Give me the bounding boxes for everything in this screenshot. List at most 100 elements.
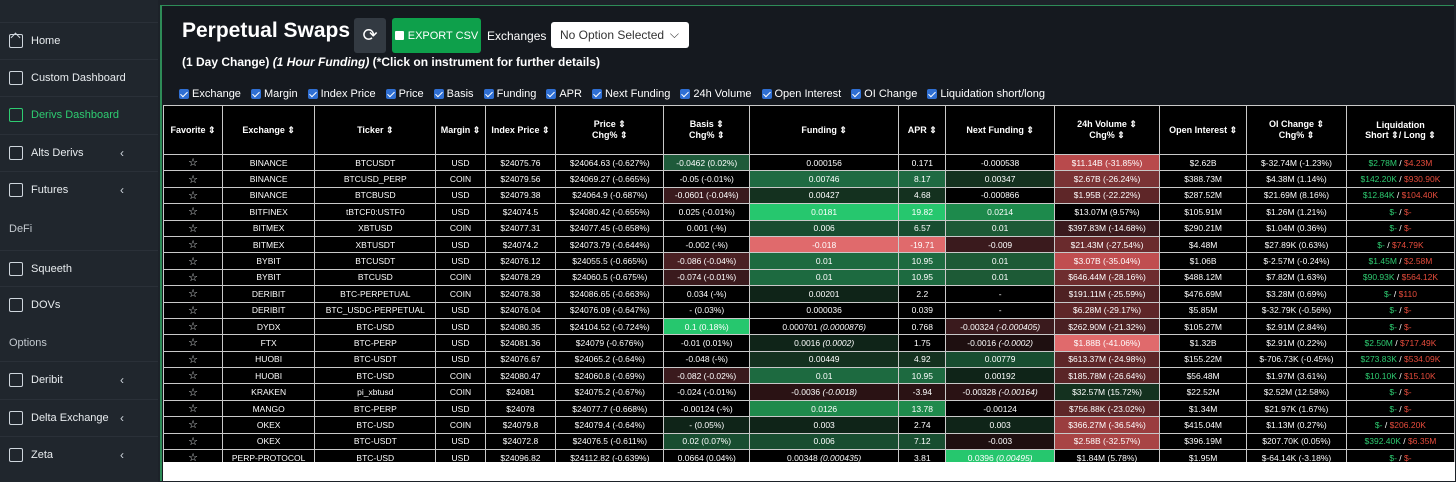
toggle-oi-change[interactable]: OI Change: [851, 88, 917, 100]
star-icon[interactable]: ☆: [188, 255, 198, 268]
favorite-cell[interactable]: ☆: [162, 268, 224, 287]
star-icon[interactable]: ☆: [188, 403, 198, 416]
table-row[interactable]: ☆ BITMEX XBTUSDT USD $24074.2 $24073.79 (-0.6…: [162, 235, 1456, 254]
table-row[interactable]: ☆ BINANCE BTCUSD_PERP COIN $24079.56 $24069.2…: [162, 170, 1456, 188]
table-row[interactable]: ☆ FTX BTC-PERP USD $24081.36 $24079 (-0.676%)…: [162, 334, 1456, 352]
star-icon[interactable]: ☆: [188, 271, 198, 284]
toggle-next-funding[interactable]: Next Funding: [591, 88, 670, 100]
checkbox[interactable]: [307, 89, 318, 99]
star-icon[interactable]: ☆: [188, 452, 198, 465]
favorite-cell[interactable]: ☆: [162, 334, 224, 352]
favorite-cell[interactable]: ☆: [162, 367, 224, 385]
star-icon[interactable]: ☆: [188, 321, 198, 334]
table-row[interactable]: ☆ HUOBI BTC-USDT USD $24076.67 $24065.2 (-0.6…: [162, 350, 1456, 369]
star-icon[interactable]: ☆: [188, 189, 198, 202]
ticker-cell[interactable]: XBTUSDT: [314, 235, 437, 254]
ticker-cell[interactable]: BTCUSDT: [314, 153, 437, 172]
ticker-cell[interactable]: BTC_USDC-PERPETUAL: [314, 301, 437, 319]
toggle-open-interest[interactable]: Open Interest: [761, 88, 841, 100]
checkbox[interactable]: [250, 89, 261, 99]
toggle-price[interactable]: Price: [385, 88, 424, 100]
column-header[interactable]: Margin ⇕: [435, 105, 486, 155]
star-icon[interactable]: ☆: [188, 206, 198, 219]
sidebar-item-alts-derivs[interactable]: Alts Derivs ‹: [0, 134, 158, 171]
table-row[interactable]: ☆ DERIBIT BTC-PERPETUAL COIN $24078.38 $24086…: [162, 285, 1456, 303]
ticker-cell[interactable]: BTC-PERP: [314, 334, 437, 352]
column-header[interactable]: APR ⇕: [898, 105, 947, 155]
sidebar-item-deribit[interactable]: Deribit ‹: [0, 361, 158, 398]
table-row[interactable]: ☆ BINANCE BTCUSDT USD $24075.76 $24064.63 (-0…: [162, 153, 1456, 172]
star-icon[interactable]: ☆: [188, 419, 198, 432]
sidebar-item-home[interactable]: Home: [0, 22, 158, 59]
table-row[interactable]: ☆ BITFINEX tBTCF0:USTF0 USD $24074.5 $24080.4…: [162, 203, 1456, 221]
sidebar-item-custom-dashboard[interactable]: Custom Dashboard: [0, 59, 158, 96]
star-icon[interactable]: ☆: [188, 353, 198, 366]
ticker-cell[interactable]: BTCBUSD: [314, 186, 437, 205]
favorite-cell[interactable]: ☆: [162, 285, 224, 303]
column-header[interactable]: Favorite ⇕: [162, 105, 224, 155]
favorite-cell[interactable]: ☆: [162, 153, 224, 172]
favorite-cell[interactable]: ☆: [162, 301, 224, 319]
sidebar-item-delta-exchange[interactable]: Delta Exchange ‹: [0, 399, 158, 436]
star-icon[interactable]: ☆: [188, 386, 198, 399]
ticker-cell[interactable]: BTC-USDT: [314, 432, 437, 451]
table-row[interactable]: ☆ BYBIT BTCUSDT USD $24076.12 $24055.5 (-0.66…: [162, 252, 1456, 270]
checkbox[interactable]: [761, 89, 772, 99]
column-header[interactable]: Open Interest ⇕: [1159, 105, 1248, 155]
star-icon[interactable]: ☆: [188, 222, 198, 235]
column-header[interactable]: Next Funding ⇕: [945, 105, 1055, 155]
exchanges-select[interactable]: No Option Selected ⌵: [551, 22, 689, 48]
star-icon[interactable]: ☆: [188, 435, 198, 448]
table-row[interactable]: ☆ DERIBIT BTC_USDC-PERPETUAL USD $24076.04 $2…: [162, 301, 1456, 319]
table-row[interactable]: ☆ OKEX BTC-USD COIN $24079.8 $24079.4 (-0.64%…: [162, 416, 1456, 434]
toggle-index-price[interactable]: Index Price: [307, 88, 376, 100]
column-header[interactable]: Funding ⇕: [749, 105, 900, 155]
star-icon[interactable]: ☆: [188, 157, 198, 170]
favorite-cell[interactable]: ☆: [162, 203, 224, 221]
toggle-basis[interactable]: Basis: [433, 88, 474, 100]
ticker-cell[interactable]: BTCUSD_PERP: [314, 170, 437, 188]
toggle-funding[interactable]: Funding: [483, 88, 536, 100]
ticker-cell[interactable]: BTCUSDT: [314, 252, 437, 270]
toggle-24h-volume[interactable]: 24h Volume: [680, 88, 752, 100]
favorite-cell[interactable]: ☆: [162, 219, 224, 237]
ticker-cell[interactable]: tBTCF0:USTF0: [314, 203, 437, 221]
toggle-liquidation-short-long[interactable]: Liquidation short/long: [927, 88, 1045, 100]
sidebar-item-derivs-dashboard[interactable]: Derivs Dashboard: [0, 96, 158, 133]
star-icon[interactable]: ☆: [188, 239, 198, 252]
toggle-apr[interactable]: APR: [546, 88, 582, 100]
checkbox[interactable]: [385, 89, 396, 99]
checkbox[interactable]: [591, 89, 602, 99]
favorite-cell[interactable]: ☆: [162, 416, 224, 434]
favorite-cell[interactable]: ☆: [162, 399, 224, 418]
column-header[interactable]: Liquidation Short ⇕/ Long ⇕: [1345, 105, 1456, 155]
checkbox[interactable]: [680, 89, 691, 99]
star-icon[interactable]: ☆: [188, 288, 198, 301]
checkbox[interactable]: [179, 89, 189, 99]
ticker-cell[interactable]: XBTUSD: [314, 219, 437, 237]
checkbox[interactable]: [483, 89, 494, 99]
checkbox[interactable]: [927, 89, 938, 99]
favorite-cell[interactable]: ☆: [162, 235, 224, 254]
ticker-cell[interactable]: BTC-USD: [314, 416, 437, 434]
favorite-cell[interactable]: ☆: [162, 350, 224, 369]
sidebar-item-futures[interactable]: Futures ‹: [0, 171, 158, 208]
favorite-cell[interactable]: ☆: [162, 170, 224, 188]
favorite-cell[interactable]: ☆: [162, 383, 224, 401]
sidebar-item-dovs[interactable]: DOVs: [0, 286, 158, 323]
column-header[interactable]: OI Change ⇕ Chg% ⇕: [1246, 105, 1347, 155]
column-header[interactable]: Ticker ⇕: [314, 105, 437, 155]
column-header[interactable]: Basis ⇕ Chg% ⇕: [663, 105, 751, 155]
column-header[interactable]: Exchange ⇕: [222, 105, 316, 155]
table-row[interactable]: ☆ HUOBI BTC-USD COIN $24080.47 $24060.8 (-0.6…: [162, 367, 1456, 385]
refresh-button[interactable]: ⟳: [354, 18, 386, 53]
checkbox[interactable]: [433, 89, 444, 99]
favorite-cell[interactable]: ☆: [162, 317, 224, 336]
favorite-cell[interactable]: ☆: [162, 432, 224, 451]
export-csv-button[interactable]: EXPORT CSV: [392, 18, 481, 53]
table-row[interactable]: ☆ BITMEX XBTUSD COIN $24077.31 $24077.45 (-0.…: [162, 219, 1456, 237]
table-row[interactable]: ☆ BYBIT BTCUSD COIN $24078.29 $24060.5 (-0.67…: [162, 268, 1456, 287]
star-icon[interactable]: ☆: [188, 173, 198, 186]
ticker-cell[interactable]: BTC-USD: [314, 367, 437, 385]
table-row[interactable]: ☆ DYDX BTC-USD USD $24080.35 $24104.52 (-0.72…: [162, 317, 1456, 336]
